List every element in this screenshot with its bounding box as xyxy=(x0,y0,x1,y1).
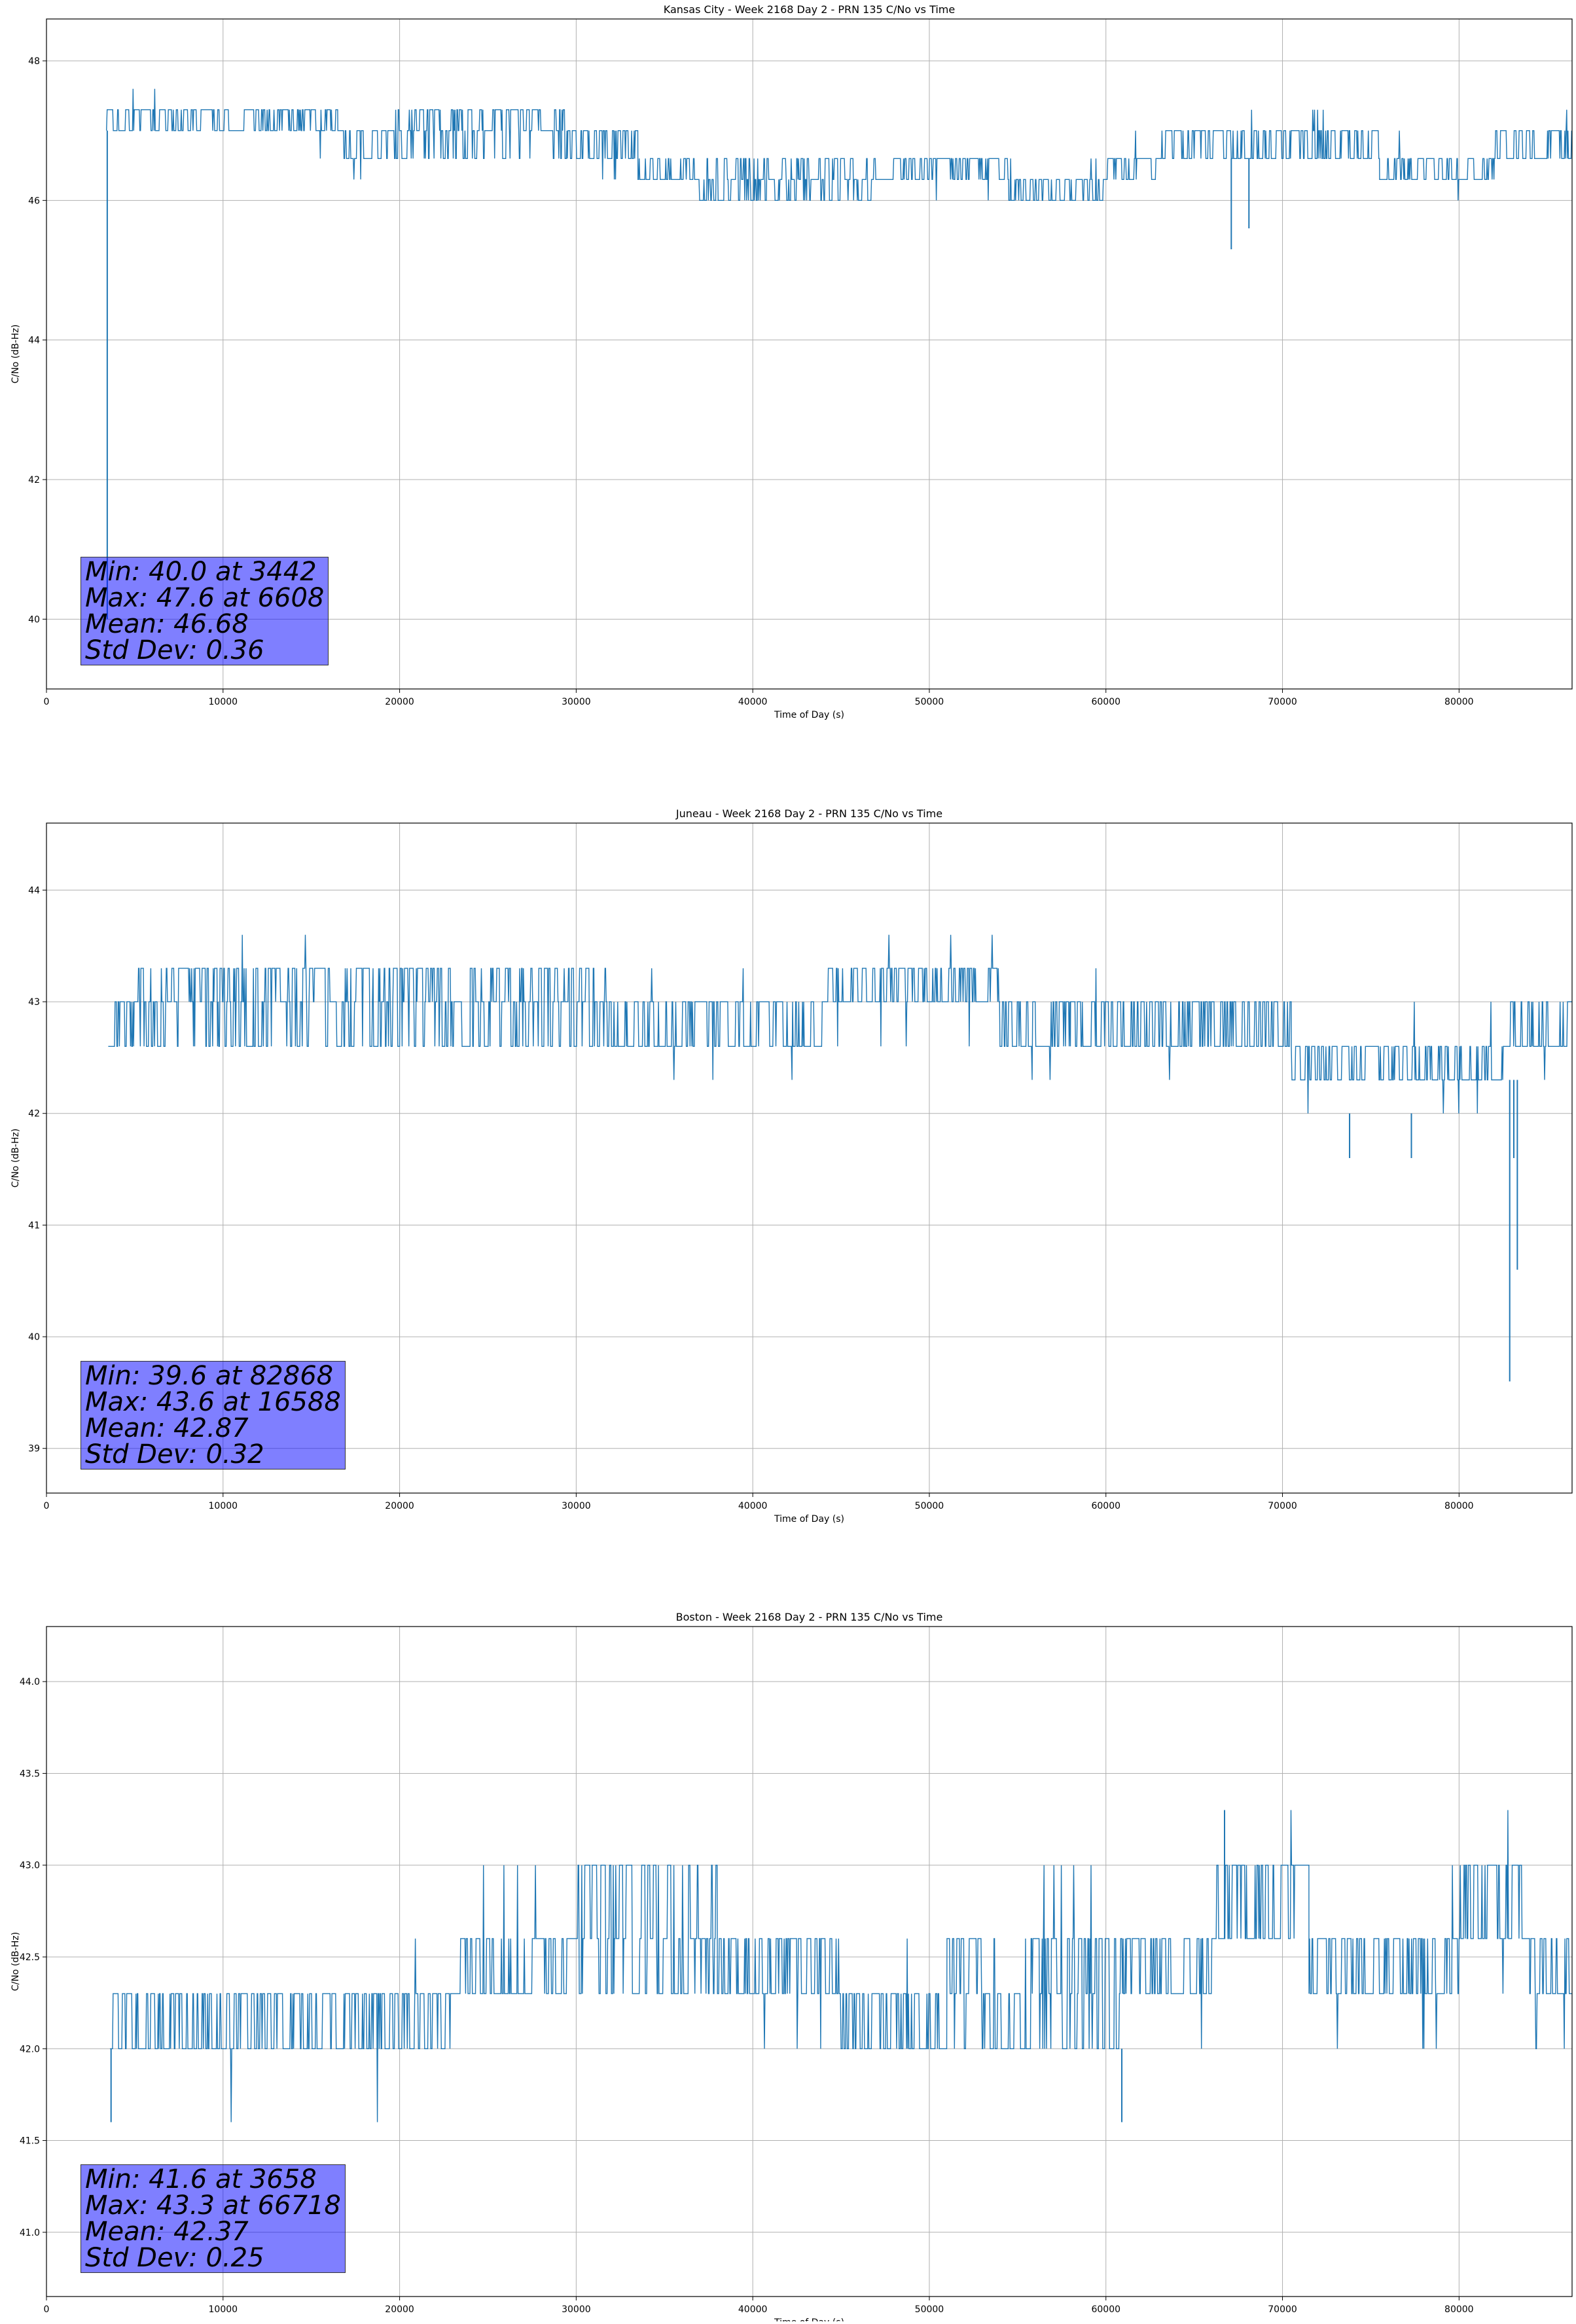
stats-line: Min: 41.6 at 3658 xyxy=(85,2164,317,2194)
stats-line: Mean: 42.37 xyxy=(85,2217,249,2247)
x-tick-label: 20000 xyxy=(385,2304,414,2315)
x-tick-label: 40000 xyxy=(738,697,768,707)
series-line xyxy=(106,88,1572,201)
x-tick-label: 70000 xyxy=(1268,697,1297,707)
stats-line: Min: 40.0 at 3442 xyxy=(85,557,317,587)
x-tick-label: 0 xyxy=(44,697,50,707)
y-axis-label: C/No (dB-Hz) xyxy=(10,325,21,383)
x-tick-label: 0 xyxy=(44,2304,50,2315)
stats-box: Min: 40.0 at 3442 Max: 47.6 at 6608 Mean: … xyxy=(81,557,329,665)
chart-title: Boston - Week 2168 Day 2 - PRN 135 C/No … xyxy=(676,1611,943,1623)
x-tick-label: 60000 xyxy=(1091,697,1120,707)
stats-box: Min: 39.6 at 82868 Max: 43.6 at 16588 Mean… xyxy=(81,1361,346,1470)
x-tick-label: 40000 xyxy=(738,2304,768,2315)
x-tick-label: 70000 xyxy=(1268,2304,1297,2315)
stats-line: Max: 43.6 at 16588 xyxy=(85,1387,341,1417)
x-axis-label: Time of Day (s) xyxy=(774,710,844,720)
x-tick-label: 50000 xyxy=(915,1501,944,1511)
y-tick-label: 42.5 xyxy=(20,1952,40,1963)
x-tick-label: 20000 xyxy=(385,1501,414,1511)
chart-panel-1: 0 10000 20000 30000 40000 50000 60000 70000 8000… xyxy=(10,3,1573,720)
x-tick-label: 30000 xyxy=(562,1501,591,1511)
x-tick-label: 80000 xyxy=(1444,2304,1474,2315)
y-tick-label: 41 xyxy=(28,1220,40,1231)
series-line xyxy=(110,1810,1572,2122)
chart-panel-3: 0 10000 20000 30000 40000 50000 60000 70000 8000… xyxy=(10,1611,1573,2324)
x-tick-label: 30000 xyxy=(562,2304,591,2315)
x-tick-label: 50000 xyxy=(915,2304,944,2315)
x-tick-label: 70000 xyxy=(1268,1501,1297,1511)
stats-line: Std Dev: 0.36 xyxy=(85,635,264,665)
x-axis-label: Time of Day (s) xyxy=(774,1514,844,1524)
axes-frame xyxy=(46,1626,1573,2297)
stats-box: Min: 41.6 at 3658 Max: 43.3 at 66718 Mean:… xyxy=(81,2164,346,2273)
x-tick-label: 60000 xyxy=(1091,2304,1120,2315)
y-tick-label: 43.5 xyxy=(20,1769,40,1779)
y-axis-label: C/No (dB-Hz) xyxy=(10,1129,21,1188)
x-tick-label: 50000 xyxy=(915,697,944,707)
chart-panel-2: 0 10000 20000 30000 40000 50000 60000 70000 8000… xyxy=(10,807,1573,1524)
y-tick-label: 44 xyxy=(28,336,40,346)
axes-frame xyxy=(46,822,1573,1494)
stats-line: Std Dev: 0.32 xyxy=(85,1439,264,1470)
y-tick-label: 40 xyxy=(28,1332,40,1343)
x-tick-label: 0 xyxy=(44,1501,50,1511)
series-line xyxy=(108,934,1572,1114)
stats-line: Max: 43.3 at 66718 xyxy=(85,2191,341,2221)
x-tick-label: 60000 xyxy=(1091,1501,1120,1511)
stats-line: Mean: 42.87 xyxy=(85,1413,249,1443)
y-tick-label: 43.0 xyxy=(20,1861,40,1871)
x-tick-label: 10000 xyxy=(209,697,238,707)
y-tick-label: 46 xyxy=(28,196,40,206)
y-tick-label: 42.0 xyxy=(20,2044,40,2054)
x-tick-label: 80000 xyxy=(1444,697,1474,707)
x-tick-label: 20000 xyxy=(385,697,414,707)
y-tick-label: 48 xyxy=(28,56,40,67)
x-tick-label: 40000 xyxy=(738,1501,768,1511)
stats-line: Min: 39.6 at 82868 xyxy=(85,1361,334,1391)
chart-title: Kansas City - Week 2168 Day 2 - PRN 135 … xyxy=(664,3,955,16)
axes-frame xyxy=(46,18,1573,690)
x-tick-label: 80000 xyxy=(1444,1501,1474,1511)
chart-title: Juneau - Week 2168 Day 2 - PRN 135 C/No … xyxy=(675,807,942,820)
y-axis-label: C/No (dB-Hz) xyxy=(10,1932,21,1991)
y-tick-label: 44 xyxy=(28,885,40,896)
y-tick-label: 43 xyxy=(28,997,40,1008)
stats-line: Mean: 46.68 xyxy=(85,609,249,639)
y-tick-label: 39 xyxy=(28,1444,40,1454)
x-axis-label: Time of Day (s) xyxy=(774,2317,844,2321)
stats-line: Max: 47.6 at 6608 xyxy=(85,583,325,613)
y-tick-label: 40 xyxy=(28,614,40,625)
stats-line: Std Dev: 0.25 xyxy=(85,2243,264,2273)
y-tick-label: 42 xyxy=(28,475,40,485)
x-tick-label: 10000 xyxy=(209,2304,238,2315)
y-tick-label: 44.0 xyxy=(20,1677,40,1687)
y-tick-label: 41.0 xyxy=(20,2228,40,2238)
x-tick-label: 10000 xyxy=(209,1501,238,1511)
x-tick-label: 30000 xyxy=(562,697,591,707)
y-tick-label: 41.5 xyxy=(20,2136,40,2147)
y-tick-label: 42 xyxy=(28,1109,40,1119)
